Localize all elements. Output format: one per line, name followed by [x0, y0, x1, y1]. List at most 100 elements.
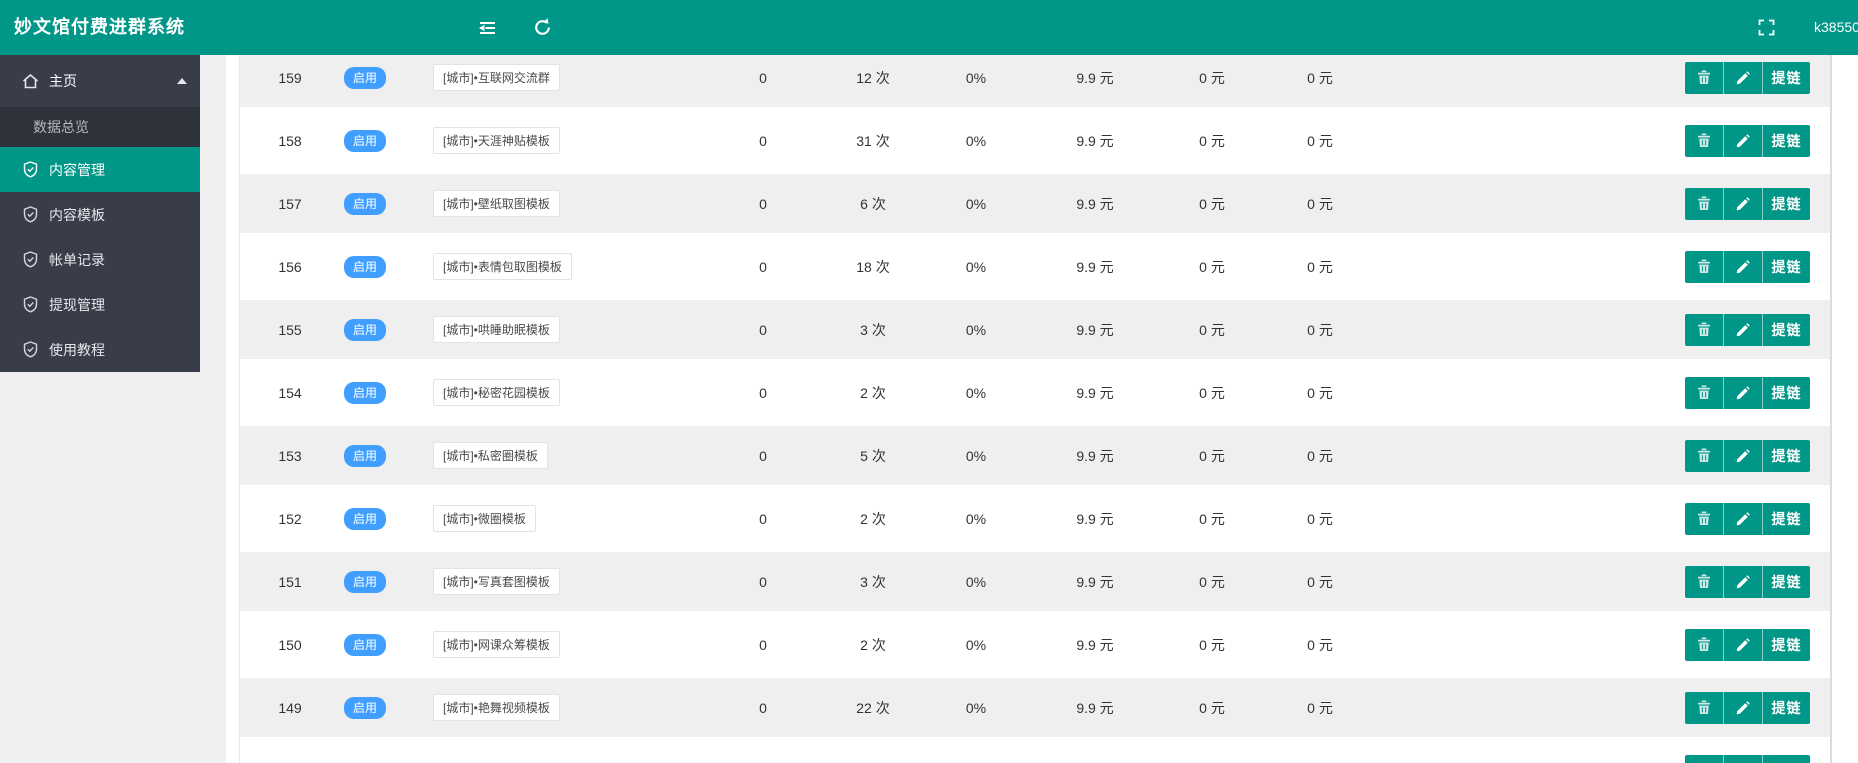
row-price: 9.9 元 — [1076, 132, 1114, 149]
status-badge[interactable]: 启用 — [343, 381, 386, 404]
row-value: 0 — [759, 699, 767, 716]
get-link-button[interactable]: 提链 — [1762, 628, 1810, 661]
row-fee2: 0 元 — [1307, 573, 1333, 590]
home-icon — [21, 72, 40, 91]
row-fee1: 0 元 — [1199, 636, 1225, 653]
row-fee2: 0 元 — [1307, 384, 1333, 401]
sidebar-item-tutorial[interactable]: 使用教程 — [0, 327, 200, 372]
refresh-icon[interactable] — [522, 0, 562, 55]
sidebar-subitem-data-overview[interactable]: 数据总览 — [0, 107, 200, 147]
get-link-button[interactable]: 提链 — [1762, 502, 1810, 535]
sidebar-item-content-template[interactable]: 内容模板 — [0, 192, 200, 237]
edit-button[interactable] — [1723, 502, 1762, 535]
delete-button[interactable] — [1685, 376, 1723, 409]
get-link-button[interactable]: 提链 — [1762, 565, 1810, 598]
delete-button[interactable] — [1685, 754, 1723, 763]
get-link-button[interactable]: 提链 — [1762, 376, 1810, 409]
row-price: 9.9 元 — [1076, 321, 1114, 338]
delete-button[interactable] — [1685, 502, 1723, 535]
row-price: 9.9 元 — [1076, 195, 1114, 212]
current-user-label[interactable]: k38550 — [1814, 19, 1858, 35]
get-link-button[interactable]: 提链 — [1762, 61, 1810, 94]
row-price: 9.9 元 — [1076, 69, 1114, 86]
status-badge[interactable]: 启用 — [343, 318, 386, 341]
status-badge[interactable]: 启用 — [343, 255, 386, 278]
template-name-input[interactable]: [城市]•天涯神贴模板 — [433, 127, 560, 154]
row-count: 18 次 — [856, 258, 890, 275]
edit-button[interactable] — [1723, 250, 1762, 283]
edit-button[interactable] — [1723, 691, 1762, 724]
edit-button[interactable] — [1723, 754, 1762, 763]
status-badge[interactable]: 启用 — [343, 192, 386, 215]
get-link-button[interactable]: 提链 — [1762, 313, 1810, 346]
row-price: 9.9 元 — [1076, 636, 1114, 653]
status-badge[interactable]: 启用 — [343, 507, 386, 530]
row-value: 0 — [759, 195, 767, 212]
row-actions: 提链 — [1685, 502, 1810, 535]
row-fee1: 0 元 — [1199, 384, 1225, 401]
table-row-partial: 提链 — [240, 741, 1830, 763]
template-name-input[interactable]: [城市]•壁纸取图模板 — [433, 190, 560, 217]
row-rate: 0% — [965, 699, 987, 716]
template-name-input[interactable]: [城市]•表情包取图模板 — [433, 253, 572, 280]
status-badge[interactable]: 启用 — [343, 633, 386, 656]
row-fee1: 0 元 — [1199, 132, 1225, 149]
row-fee1: 0 元 — [1199, 510, 1225, 527]
vertical-scrollbar[interactable] — [1830, 55, 1832, 763]
edit-button[interactable] — [1723, 61, 1762, 94]
template-name-input[interactable]: [城市]•哄睡助眠模板 — [433, 316, 560, 343]
row-actions: 提链 — [1685, 565, 1810, 598]
row-value: 0 — [759, 132, 767, 149]
row-count: 22 次 — [856, 699, 890, 716]
edit-button[interactable] — [1723, 187, 1762, 220]
get-link-button[interactable]: 提链 — [1762, 691, 1810, 724]
row-value: 0 — [759, 321, 767, 338]
fullscreen-icon[interactable] — [1746, 0, 1786, 55]
get-link-button[interactable]: 提链 — [1762, 250, 1810, 283]
template-name-input[interactable]: [城市]•艳舞视频模板 — [433, 694, 560, 721]
template-name-input[interactable]: [城市]•写真套图模板 — [433, 568, 560, 595]
sidebar-item-content-manage[interactable]: 内容管理 — [0, 147, 200, 192]
get-link-button[interactable]: 提链 — [1762, 754, 1810, 763]
delete-button[interactable] — [1685, 565, 1723, 598]
get-link-button[interactable]: 提链 — [1762, 187, 1810, 220]
row-rate: 0% — [965, 69, 987, 86]
template-name-input[interactable]: [城市]•网课众筹模板 — [433, 631, 560, 658]
sidebar-item-bill-records[interactable]: 帐单记录 — [0, 237, 200, 282]
table-row: 151 启用 [城市]•写真套图模板 0 3 次 0% 9.9 元 0 元 0 … — [240, 552, 1830, 615]
template-name-input[interactable]: [城市]•秘密花园模板 — [433, 379, 560, 406]
get-link-button[interactable]: 提链 — [1762, 439, 1810, 472]
get-link-button[interactable]: 提链 — [1762, 124, 1810, 157]
edit-button[interactable] — [1723, 439, 1762, 472]
delete-button[interactable] — [1685, 439, 1723, 472]
delete-button[interactable] — [1685, 250, 1723, 283]
edit-button[interactable] — [1723, 376, 1762, 409]
edit-button[interactable] — [1723, 628, 1762, 661]
collapse-menu-icon[interactable] — [467, 0, 507, 55]
delete-button[interactable] — [1685, 61, 1723, 94]
delete-button[interactable] — [1685, 691, 1723, 724]
sidebar-item-home[interactable]: 主页 — [0, 55, 200, 107]
template-name-input[interactable]: [城市]•微圈模板 — [433, 505, 536, 532]
delete-button[interactable] — [1685, 124, 1723, 157]
row-rate: 0% — [965, 321, 987, 338]
edit-button[interactable] — [1723, 124, 1762, 157]
row-id: 158 — [278, 132, 302, 149]
status-badge[interactable]: 启用 — [343, 129, 386, 152]
status-badge[interactable]: 启用 — [343, 66, 386, 89]
status-badge[interactable]: 启用 — [343, 570, 386, 593]
status-badge[interactable]: 启用 — [343, 696, 386, 719]
table-row: 159 启用 [城市]•互联网交流群 0 12 次 0% 9.9 元 0 元 0… — [240, 55, 1830, 111]
template-name-input[interactable]: [城市]•私密圈模板 — [433, 442, 548, 469]
row-price: 9.9 元 — [1076, 384, 1114, 401]
delete-button[interactable] — [1685, 628, 1723, 661]
edit-button[interactable] — [1723, 565, 1762, 598]
edit-button[interactable] — [1723, 313, 1762, 346]
sidebar-item-withdraw-manage[interactable]: 提现管理 — [0, 282, 200, 327]
template-name-input[interactable]: [城市]•互联网交流群 — [433, 64, 560, 91]
delete-button[interactable] — [1685, 313, 1723, 346]
delete-button[interactable] — [1685, 187, 1723, 220]
status-badge[interactable]: 启用 — [343, 444, 386, 467]
row-actions: 提链 — [1685, 376, 1810, 409]
